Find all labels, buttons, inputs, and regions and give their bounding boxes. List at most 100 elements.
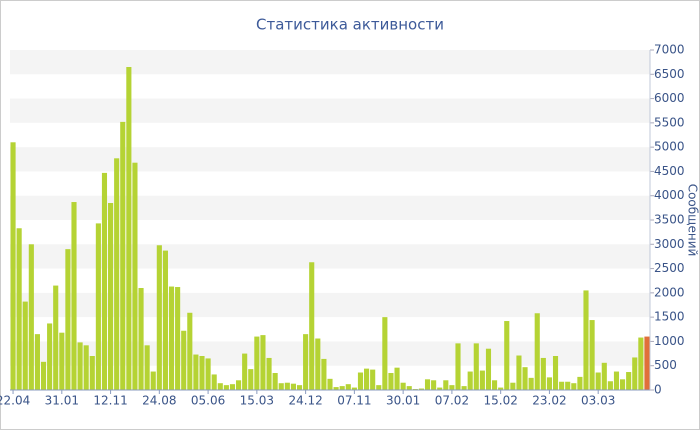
grid-band	[10, 147, 650, 172]
bar	[461, 386, 467, 390]
bar	[77, 342, 83, 390]
bar	[552, 356, 559, 390]
bar	[498, 387, 504, 390]
y-tick-label: 3500	[654, 213, 685, 227]
bar	[455, 343, 461, 390]
y-tick-label: 4000	[654, 188, 685, 202]
y-tick-label: 1000	[654, 334, 685, 348]
bar	[394, 367, 400, 390]
bar	[406, 386, 412, 390]
x-tick-label: 07.11	[337, 394, 371, 408]
bar	[351, 387, 357, 390]
bar	[601, 362, 607, 390]
bar	[467, 371, 473, 390]
bar	[607, 381, 613, 390]
bar	[83, 345, 89, 390]
bar	[59, 332, 65, 390]
y-tick-label: 2500	[654, 261, 685, 275]
x-tick-label: 24.12	[288, 394, 322, 408]
bar	[345, 384, 351, 390]
bar	[485, 348, 492, 390]
bar	[565, 381, 571, 390]
bar	[449, 385, 455, 390]
bar	[114, 158, 120, 390]
bar	[431, 380, 437, 390]
bar	[327, 378, 333, 390]
bar	[132, 162, 138, 390]
y-tick-label: 5000	[654, 140, 685, 154]
bar	[65, 249, 71, 390]
bar	[89, 356, 95, 390]
bar	[571, 383, 577, 390]
bar	[278, 383, 284, 390]
y-tick-label: 6500	[654, 67, 685, 81]
bar	[229, 384, 236, 390]
bar	[211, 374, 217, 390]
x-tick-label: 07.02	[435, 394, 469, 408]
bar	[162, 250, 168, 390]
bar	[473, 343, 479, 390]
bar	[418, 388, 424, 390]
bar	[16, 228, 22, 390]
bar	[370, 369, 376, 390]
x-tick-label: 05.06	[191, 394, 225, 408]
bar	[443, 380, 449, 390]
bar	[168, 286, 175, 390]
bar	[40, 361, 47, 390]
bar	[254, 336, 260, 390]
y-tick-label: 1500	[654, 310, 685, 324]
x-tick-label: 15.02	[483, 394, 517, 408]
bar	[95, 223, 101, 390]
x-tick-label: 03.03	[581, 394, 615, 408]
grid-band	[10, 50, 650, 75]
bar	[382, 317, 388, 390]
bar	[357, 372, 364, 390]
chart-title: Статистика активности	[256, 16, 444, 34]
bar	[595, 372, 601, 390]
bar	[424, 379, 431, 390]
bar	[223, 385, 229, 390]
y-tick-label: 4500	[654, 164, 685, 178]
y-tick-label: 2000	[654, 285, 685, 299]
bar	[126, 67, 132, 390]
bar	[205, 358, 211, 390]
bar	[559, 381, 565, 390]
bar	[150, 371, 156, 390]
bar	[577, 376, 583, 390]
y-tick-label: 6000	[654, 91, 685, 105]
bar	[260, 335, 266, 390]
bar	[309, 262, 315, 390]
x-tick-label: 23.02	[532, 394, 566, 408]
bar	[108, 203, 114, 390]
bar	[53, 285, 59, 390]
bar	[242, 353, 248, 390]
bar	[528, 377, 534, 390]
bar	[266, 357, 272, 390]
bar	[589, 320, 595, 390]
bar	[333, 387, 339, 390]
bar	[626, 372, 632, 390]
bar	[388, 373, 394, 390]
bar	[339, 386, 345, 390]
bar	[534, 313, 540, 390]
bar	[321, 358, 327, 390]
bar	[138, 288, 144, 390]
bar	[71, 202, 77, 390]
bar	[546, 377, 552, 390]
bar	[364, 368, 370, 390]
bar	[437, 387, 443, 390]
x-tick-label: 22.04	[0, 394, 30, 408]
bar	[315, 338, 321, 390]
y-axis-title: Сообщений	[686, 184, 700, 257]
bar	[284, 382, 290, 390]
y-tick-label: 7000	[654, 43, 685, 57]
bar	[47, 323, 53, 390]
bar	[22, 301, 28, 390]
bar	[296, 385, 303, 390]
bar	[187, 312, 193, 390]
bar	[510, 382, 516, 390]
x-tick-label: 24.08	[142, 394, 176, 408]
bar	[479, 370, 485, 390]
y-tick-label: 5500	[654, 115, 685, 129]
bar	[504, 321, 510, 390]
